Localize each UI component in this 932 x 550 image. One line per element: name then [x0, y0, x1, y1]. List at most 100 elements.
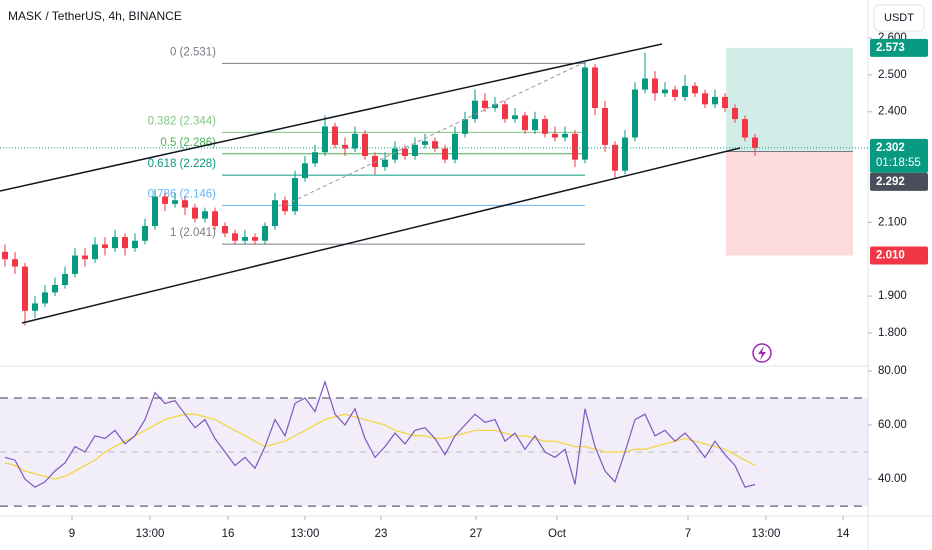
candle-body — [172, 200, 178, 204]
candle-body — [702, 93, 708, 105]
candle-body — [62, 273, 68, 285]
price-label-bg — [870, 138, 928, 173]
candle-body — [582, 67, 588, 160]
candle-body — [312, 152, 318, 164]
currency-label[interactable]: USDT — [884, 12, 914, 24]
rsi-tick-label: 40.00 — [878, 473, 907, 485]
price-label-bg — [870, 246, 928, 265]
x-tick-label: Oct — [548, 528, 567, 540]
candle-body — [372, 155, 378, 168]
candle-body — [72, 255, 78, 274]
x-tick-label: 23 — [375, 528, 388, 540]
candle-body — [242, 237, 248, 241]
candle-body — [122, 237, 128, 249]
candle-body — [112, 237, 118, 249]
candle-body — [572, 133, 578, 160]
candle-body — [602, 108, 608, 145]
x-tick-label: 27 — [470, 528, 483, 540]
candle-body — [182, 200, 188, 208]
y-tick-label: 1.900 — [878, 290, 907, 302]
candle-body — [252, 237, 258, 241]
candle-body — [162, 196, 168, 204]
candle-body — [532, 119, 538, 131]
candle-body — [722, 96, 728, 109]
candle-body — [222, 226, 228, 234]
candle-body — [322, 126, 328, 153]
candle-body — [652, 78, 658, 94]
candle-body — [142, 226, 148, 241]
candle-body — [742, 119, 748, 138]
candle-body — [382, 159, 388, 168]
candle-body — [102, 244, 108, 249]
candle-body — [192, 207, 198, 219]
x-tick-label: 13:00 — [136, 528, 165, 540]
candle-body — [562, 133, 568, 138]
candle-body — [752, 137, 758, 148]
countdown: 01:18:55 — [876, 157, 921, 169]
candle-body — [402, 148, 408, 156]
candle-body — [332, 126, 338, 145]
candle-body — [342, 144, 348, 149]
alert-bolt — [758, 346, 766, 360]
alert-icon[interactable] — [752, 343, 772, 363]
candle-body — [22, 266, 28, 311]
candle-body — [422, 141, 428, 145]
rsi-line — [4, 379, 756, 488]
currency-button[interactable] — [873, 4, 925, 32]
candle-body — [232, 233, 238, 241]
price-label: 2.302 — [876, 142, 905, 154]
x-tick-label: 13:00 — [291, 528, 320, 540]
candle-body — [272, 200, 278, 227]
fib-label: 0 (2.531) — [170, 46, 216, 58]
channel-lower — [21, 147, 741, 324]
candle-body — [442, 148, 448, 160]
stop-zone — [726, 151, 853, 256]
y-tick-label: 1.800 — [878, 327, 907, 339]
overlay: USDT — [752, 4, 925, 363]
candle-body — [92, 244, 98, 260]
channel-upper — [0, 43, 663, 192]
price-label: 2.010 — [876, 250, 905, 262]
candle-body — [482, 100, 488, 109]
candle-body — [302, 163, 308, 179]
x-tick-label: 16 — [222, 528, 235, 540]
candle-body — [472, 100, 478, 120]
price-label-bg — [870, 172, 928, 191]
price-label: 2.573 — [876, 42, 905, 54]
candle-body — [522, 115, 528, 131]
x-tick-label: 14 — [837, 528, 850, 540]
price-label-bg — [870, 38, 928, 57]
x-tick-label: 7 — [685, 528, 691, 540]
candle-body — [542, 119, 548, 134]
candle-body — [82, 255, 88, 260]
candle-body — [132, 240, 138, 249]
x-tick-label: 9 — [69, 528, 75, 540]
candle-body — [282, 200, 288, 212]
candle-body — [502, 104, 508, 120]
candle-body — [12, 259, 18, 267]
candle-body — [392, 148, 398, 160]
candle-body — [292, 178, 298, 212]
candle-body — [622, 137, 628, 171]
candle-body — [552, 133, 558, 138]
candle-body — [642, 78, 648, 90]
candle-body — [212, 211, 218, 227]
symbol-title: MASK / TetherUS, 4h, BINANCE — [8, 9, 182, 23]
candle-body — [672, 89, 678, 97]
fib-label: 0.382 (2.344) — [148, 115, 217, 127]
candle-body — [632, 89, 638, 138]
candle-body — [712, 96, 718, 105]
candle-body — [692, 85, 698, 94]
fib-label: 0.618 (2.228) — [148, 158, 217, 170]
y-tick-label: 2.500 — [878, 69, 907, 81]
rsi-ma-line — [4, 413, 756, 480]
candle-body — [612, 144, 618, 171]
y-tick-label: 2.100 — [878, 216, 907, 228]
candle-body — [152, 196, 158, 227]
candle-body — [732, 108, 738, 120]
candle-body — [262, 226, 268, 241]
candle-body — [52, 284, 58, 293]
candle-body — [412, 144, 418, 156]
rsi-tick-label: 60.00 — [878, 419, 907, 431]
candle-body — [42, 292, 48, 304]
